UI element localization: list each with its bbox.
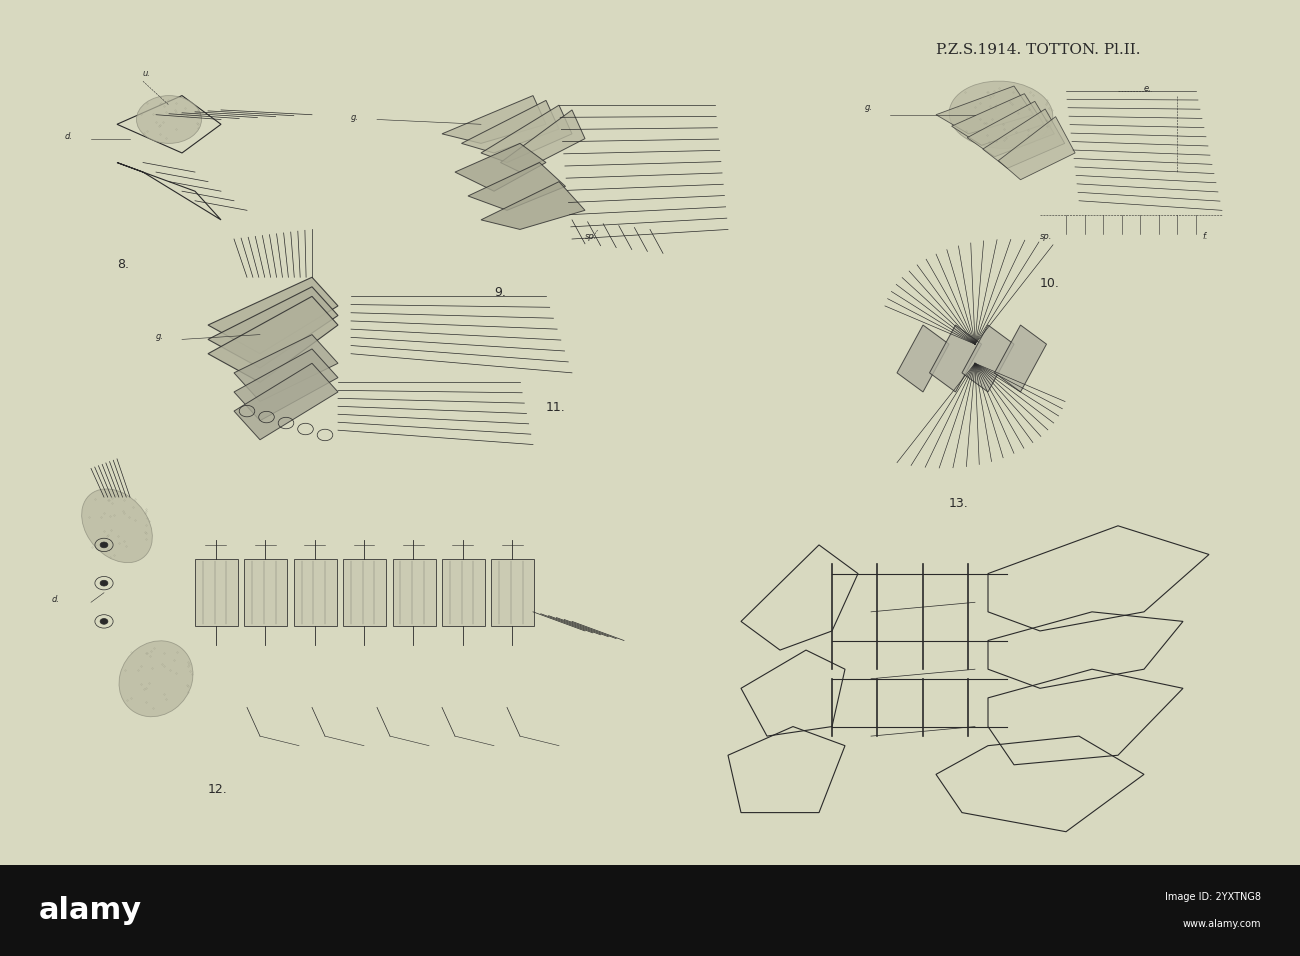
Text: www.alamy.com: www.alamy.com xyxy=(1183,920,1261,929)
Ellipse shape xyxy=(136,96,202,143)
Polygon shape xyxy=(967,101,1054,157)
Text: d.: d. xyxy=(52,596,60,604)
Text: u.: u. xyxy=(143,70,151,78)
Polygon shape xyxy=(930,325,982,392)
Ellipse shape xyxy=(949,81,1053,148)
Bar xyxy=(294,559,337,626)
Polygon shape xyxy=(897,325,949,392)
Polygon shape xyxy=(442,96,546,143)
Polygon shape xyxy=(952,94,1044,145)
Text: P.Z.S.1914. TOTTON. Pl.II.: P.Z.S.1914. TOTTON. Pl.II. xyxy=(936,43,1140,57)
Polygon shape xyxy=(234,349,338,421)
Polygon shape xyxy=(462,100,559,153)
Bar xyxy=(0,865,1300,956)
Polygon shape xyxy=(994,325,1046,392)
Polygon shape xyxy=(998,117,1075,180)
Text: d.: d. xyxy=(65,132,73,141)
Circle shape xyxy=(100,619,108,624)
Text: e.: e. xyxy=(1144,84,1152,93)
Ellipse shape xyxy=(120,641,192,717)
Bar xyxy=(491,559,534,626)
Ellipse shape xyxy=(82,489,152,563)
Bar xyxy=(195,559,238,626)
Polygon shape xyxy=(983,109,1065,168)
Text: g.: g. xyxy=(864,103,872,112)
Polygon shape xyxy=(468,163,566,210)
Polygon shape xyxy=(234,335,338,402)
Text: 12.: 12. xyxy=(208,784,227,796)
Polygon shape xyxy=(500,110,585,172)
Polygon shape xyxy=(208,296,338,382)
Circle shape xyxy=(100,580,108,586)
Polygon shape xyxy=(455,143,546,191)
Text: sp.: sp. xyxy=(1040,232,1053,241)
Bar xyxy=(244,559,287,626)
Polygon shape xyxy=(962,325,1014,392)
Polygon shape xyxy=(481,105,572,163)
Text: 11.: 11. xyxy=(546,402,566,414)
Text: g.: g. xyxy=(156,333,164,341)
Polygon shape xyxy=(208,287,338,368)
Text: sp.: sp. xyxy=(585,232,598,241)
Text: Image ID: 2YXTNG8: Image ID: 2YXTNG8 xyxy=(1165,892,1261,902)
Polygon shape xyxy=(234,363,338,440)
Text: 8.: 8. xyxy=(117,258,129,271)
Polygon shape xyxy=(481,182,585,229)
Polygon shape xyxy=(936,86,1034,134)
Text: f.: f. xyxy=(1202,232,1208,241)
Bar xyxy=(442,559,485,626)
Text: 10.: 10. xyxy=(1040,277,1059,290)
Text: CAUDAL SKELETON OF PLEURAGRAMMA ANTARCTICUM.: CAUDAL SKELETON OF PLEURAGRAMMA ANTARCTI… xyxy=(176,888,734,905)
Bar xyxy=(393,559,436,626)
Text: 9.: 9. xyxy=(494,287,506,299)
Text: 13.: 13. xyxy=(949,497,968,510)
Text: alamy: alamy xyxy=(39,896,142,925)
Text: g.: g. xyxy=(351,113,359,121)
Text: Huth, Lithᵂ London.: Huth, Lithᵂ London. xyxy=(1066,870,1167,880)
Bar xyxy=(343,559,386,626)
Text: 14.: 14. xyxy=(741,880,760,892)
Polygon shape xyxy=(208,277,338,354)
Circle shape xyxy=(100,542,108,548)
